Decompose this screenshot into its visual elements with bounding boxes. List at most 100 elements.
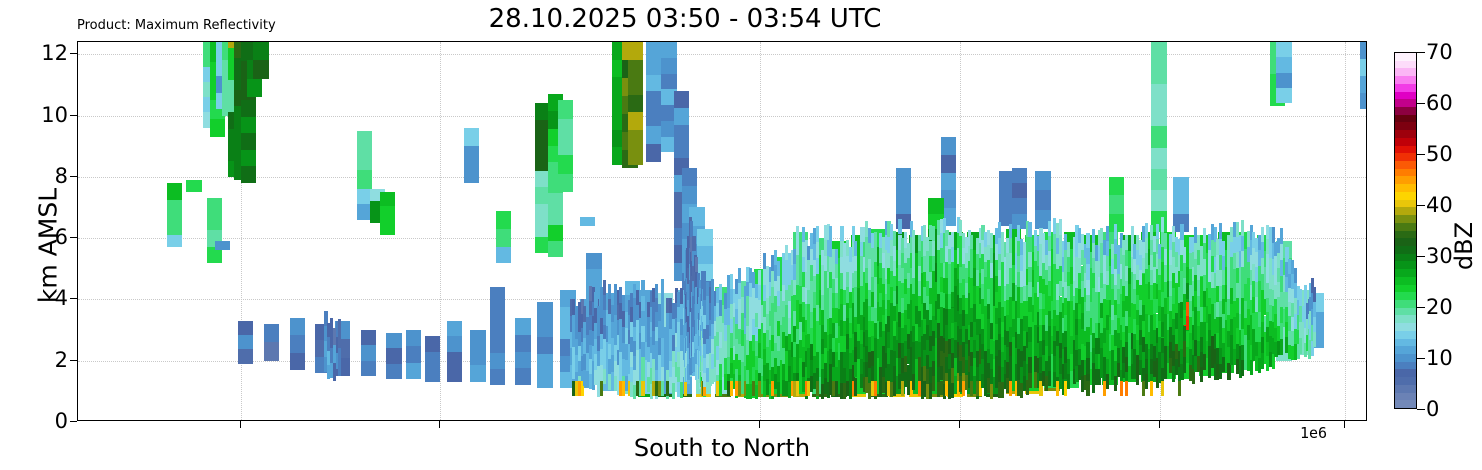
echo-segment xyxy=(660,279,664,294)
echo-segment xyxy=(738,329,742,345)
echo-column xyxy=(1360,42,1366,420)
echo-segment xyxy=(240,149,256,167)
echo-segment xyxy=(1279,244,1284,261)
echo-segment xyxy=(324,310,328,327)
echo-segment xyxy=(1260,226,1264,243)
echo-segment xyxy=(834,248,838,264)
echo-segment xyxy=(873,353,877,369)
echo-segment xyxy=(1067,271,1071,287)
echo-segment xyxy=(515,368,531,386)
echo-segment xyxy=(613,299,617,315)
echo-segment xyxy=(970,307,974,323)
echo-segment xyxy=(999,189,1015,208)
echo-segment xyxy=(1221,313,1225,329)
echo-segment xyxy=(324,341,328,357)
echo-segment xyxy=(613,375,617,392)
echo-segment xyxy=(645,126,662,144)
echo-segment xyxy=(834,293,838,308)
echo-segment xyxy=(1151,189,1167,211)
colorbar-segment xyxy=(1395,276,1416,285)
echo-segment xyxy=(951,352,955,368)
echo-segment xyxy=(757,343,761,359)
echo-segment xyxy=(796,225,800,241)
echo-segment xyxy=(622,311,626,328)
echo-segment xyxy=(931,226,935,242)
echo-segment xyxy=(661,57,677,74)
echo-segment xyxy=(1260,337,1264,354)
echo-segment xyxy=(1202,290,1206,307)
echo-segment xyxy=(1105,285,1109,301)
echo-segment xyxy=(207,214,223,231)
echo-segment xyxy=(1086,263,1090,280)
echo-segment xyxy=(796,299,800,315)
echo-segment xyxy=(931,316,935,332)
echo-segment xyxy=(776,381,780,397)
echo-segment xyxy=(734,394,751,398)
echo-column xyxy=(627,42,643,420)
colorbar-tick-label: 20 xyxy=(1426,295,1453,319)
echo-segment xyxy=(1067,344,1071,360)
echo-segment xyxy=(557,100,574,119)
echo-segment xyxy=(1067,374,1071,389)
echo-column xyxy=(1260,42,1264,420)
echo-segment xyxy=(912,261,916,278)
echo-segment xyxy=(591,360,595,376)
echo-segment xyxy=(796,358,800,374)
echo-segment xyxy=(738,313,742,330)
echo-segment xyxy=(1241,282,1245,298)
echo-column xyxy=(999,42,1015,420)
echo-column xyxy=(873,42,877,420)
echo-segment xyxy=(572,380,576,396)
echo-segment xyxy=(719,316,723,332)
echo-segment xyxy=(1086,380,1090,396)
echo-segment xyxy=(577,360,581,376)
echo-segment xyxy=(854,362,858,378)
echo-segment xyxy=(470,330,486,348)
echo-segment xyxy=(895,167,912,183)
echo-segment xyxy=(207,198,223,215)
echo-segment xyxy=(1151,84,1167,106)
echo-segment xyxy=(575,371,579,389)
echo-segment xyxy=(1151,105,1167,127)
echo-segment xyxy=(360,345,376,361)
echo-segment xyxy=(931,286,935,302)
echo-segment xyxy=(1279,323,1284,339)
echo-segment xyxy=(719,363,723,380)
echo-segment xyxy=(873,307,877,323)
echo-segment xyxy=(1144,283,1148,299)
echo-segment xyxy=(834,322,838,338)
echo-segment xyxy=(1144,268,1148,284)
gridline-vertical xyxy=(440,42,442,420)
echo-segment xyxy=(289,335,306,353)
echo-column xyxy=(641,42,645,420)
echo-column xyxy=(1163,42,1167,420)
colorbar-segment xyxy=(1395,53,1416,61)
echo-column xyxy=(1086,42,1090,420)
echo-segment xyxy=(327,322,331,337)
colorbar-segment xyxy=(1395,75,1416,84)
echo-segment xyxy=(327,336,331,351)
echo-segment xyxy=(580,380,584,396)
echo-column xyxy=(583,42,587,420)
echo-column xyxy=(186,42,202,420)
echo-segment xyxy=(931,331,935,347)
echo-segment xyxy=(796,329,800,344)
echo-segment xyxy=(583,369,587,386)
echo-column xyxy=(1108,42,1125,420)
echo-segment xyxy=(999,207,1015,226)
echo-segment xyxy=(796,240,800,256)
echo-segment xyxy=(583,337,587,354)
echo-segment xyxy=(796,284,800,300)
gridline-horizontal xyxy=(78,238,1366,240)
echo-segment xyxy=(1151,42,1167,64)
echo-segment xyxy=(599,302,604,318)
echo-segment xyxy=(613,314,617,331)
y-tick-label: 12 xyxy=(41,41,68,66)
echo-segment xyxy=(602,280,606,296)
echo-segment xyxy=(557,173,574,193)
echo-segment xyxy=(1360,42,1366,59)
echo-segment xyxy=(360,330,376,346)
echo-segment xyxy=(1028,342,1032,358)
echo-segment xyxy=(989,278,993,294)
echo-segment xyxy=(834,307,838,323)
